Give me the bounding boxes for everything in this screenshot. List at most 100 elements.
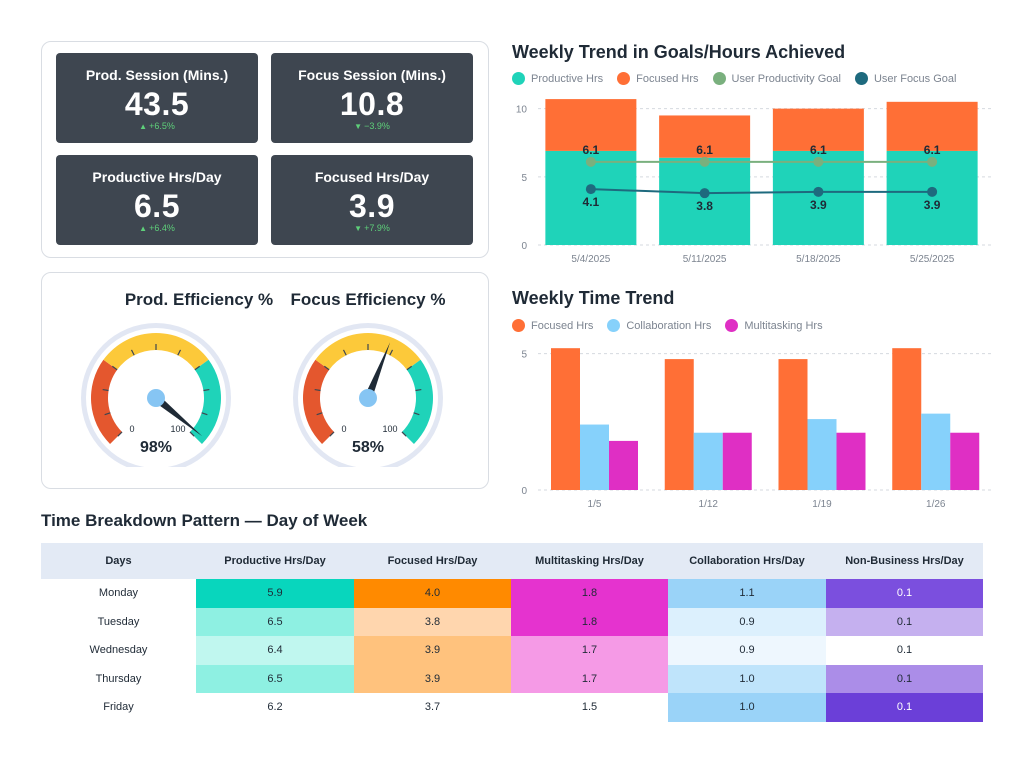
legend-item-collaboration: Collaboration Hrs: [607, 319, 711, 332]
value-cell: 6.5: [196, 664, 354, 693]
value-cell: 3.8: [354, 607, 511, 636]
kpi-title: Focused Hrs/Day: [314, 169, 430, 185]
value-cell: 1.0: [668, 693, 826, 722]
bar-multitasking: [836, 432, 866, 490]
value-cell: 1.8: [511, 607, 668, 636]
gauge-title-focus: Focus Efficiency %: [290, 290, 446, 309]
value-cell: 6.5: [196, 607, 354, 636]
gauge-tick: [117, 431, 123, 437]
gauge-tick: [177, 349, 182, 356]
kpi-value: 43.5: [124, 86, 190, 122]
kpi-card-prod-session: Prod. Session (Mins.) 43.5 ▲ +6.5%: [56, 53, 258, 143]
value-cell: 1.0: [668, 664, 826, 693]
gauge-min-label: 0: [341, 424, 346, 434]
value-cell: 5.9: [196, 579, 354, 608]
kpi-card-focused-hrs: Focused Hrs/Day 3.9 ▼ +7.9%: [271, 155, 473, 245]
gauge-hub: [147, 389, 165, 407]
y-tick-label: 10: [516, 105, 528, 116]
x-tick-label: 5/4/2025: [571, 254, 610, 265]
value-cell: 0.9: [668, 636, 826, 665]
kpi-title: Productive Hrs/Day: [92, 169, 222, 185]
data-label: 6.1: [696, 143, 713, 157]
value-cell: 3.7: [354, 693, 511, 722]
goal-point: [699, 188, 710, 199]
kpi-delta-value: +6.5%: [149, 121, 175, 131]
table-row: Wednesday 6.4 3.9 1.7 0.9 0.1: [41, 636, 983, 665]
gauge-tick: [342, 349, 347, 356]
day-cell: Tuesday: [97, 615, 140, 628]
kpi-delta-value: −3.9%: [364, 121, 390, 131]
value-cell: 0.1: [826, 636, 983, 665]
bar-multitasking: [722, 432, 752, 490]
goal-point: [585, 184, 596, 195]
gauge-needle: [364, 342, 391, 400]
table-row: Tuesday 6.5 3.8 1.8 0.9 0.1: [41, 607, 983, 636]
goal-line: [590, 188, 933, 195]
goal-point: [813, 186, 824, 197]
value-cell: 1.8: [511, 579, 668, 608]
gauge-title-prod: Prod. Efficiency %: [124, 290, 274, 309]
bar-collaboration: [807, 419, 837, 490]
kpi-value: 6.5: [134, 188, 180, 224]
bar-focused: [892, 348, 922, 490]
gauge-value-label: 98%: [140, 439, 172, 456]
legend-item-multitasking: Multitasking Hrs: [725, 319, 823, 332]
legend-item-focused: Focused Hrs: [512, 319, 593, 332]
gauge-tick: [401, 431, 407, 437]
gauge-band: [103, 333, 209, 370]
value-cell: 3.9: [354, 636, 511, 665]
gauge-tick: [189, 431, 195, 437]
legend-swatch: [512, 72, 525, 85]
legend-item-productivity-goal: User Productivity Goal: [712, 72, 841, 85]
gauge-tick: [406, 365, 413, 371]
bar-focused: [545, 99, 637, 151]
kpi-delta: ▲ +6.5%: [56, 121, 258, 131]
gauge-min-label: 0: [129, 424, 134, 434]
day-cell: Monday: [98, 587, 139, 600]
gauge-tick: [104, 412, 111, 416]
gauge-tick: [130, 349, 135, 356]
value-cell: 0.1: [826, 693, 983, 722]
goal-point: [813, 156, 824, 167]
legend-label: Focused Hrs: [636, 72, 699, 85]
y-tick-label: 5: [521, 173, 527, 184]
column-header: Multitasking Hrs/Day: [511, 543, 668, 579]
value-cell: 6.4: [196, 636, 354, 665]
value-cell: 3.9: [354, 664, 511, 693]
legend-label: Multitasking Hrs: [744, 319, 823, 332]
table-title: Time Breakdown Pattern — Day of Week: [41, 511, 368, 530]
goal-point: [699, 156, 710, 167]
gauge-tick: [389, 349, 394, 356]
gauge-needle: [153, 394, 203, 437]
gauge-tick: [316, 412, 323, 416]
x-tick-label: 1/19: [812, 499, 832, 510]
gauge-hub: [359, 389, 377, 407]
bar-collaboration: [580, 424, 609, 490]
legend-item-focused: Focused Hrs: [617, 72, 699, 85]
legend-swatch: [512, 319, 525, 332]
goal-point: [585, 156, 596, 167]
gauge-band: [303, 359, 335, 444]
day-cell: Wednesday: [89, 644, 148, 657]
chart1-legend: Productive Hrs Focused Hrs User Producti…: [512, 72, 970, 85]
column-header: Days: [41, 543, 196, 579]
kpi-card-focus-session: Focus Session (Mins.) 10.8 ▼ −3.9%: [271, 53, 473, 143]
x-tick-label: 1/5: [588, 499, 602, 510]
column-header: Collaboration Hrs/Day: [668, 543, 826, 579]
legend-label: Productive Hrs: [531, 72, 604, 85]
legend-swatch: [617, 72, 631, 85]
value-cell: 0.9: [668, 607, 826, 636]
gauge-tick: [413, 412, 420, 416]
gauge-tick: [201, 412, 208, 416]
value-cell: 4.0: [354, 579, 511, 608]
x-tick-label: 1/12: [699, 499, 719, 510]
y-tick-label: 0: [521, 241, 527, 252]
gauge-tick: [203, 388, 210, 392]
goal-point: [927, 156, 938, 167]
kpi-value: 10.8: [339, 86, 405, 122]
gauge-tick: [102, 388, 109, 392]
bar-focused: [551, 348, 580, 490]
data-label: 3.9: [924, 198, 941, 212]
column-header: Non-Business Hrs/Day: [826, 543, 983, 579]
data-label: 3.8: [696, 199, 713, 213]
